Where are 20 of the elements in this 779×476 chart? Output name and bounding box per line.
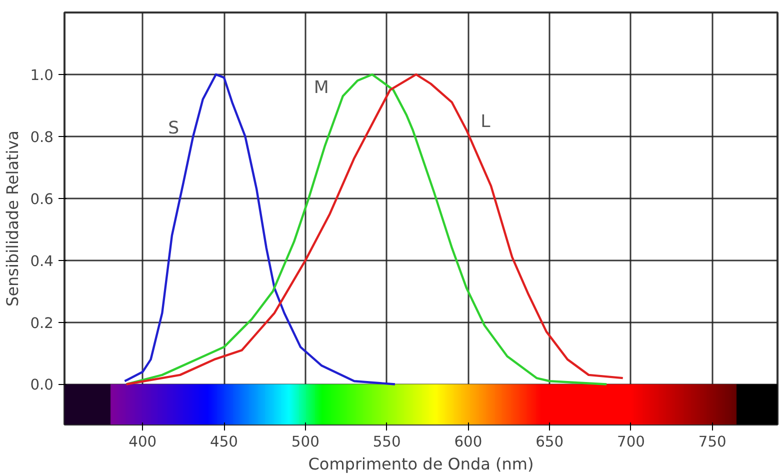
x-tick-label: 400 [128, 434, 157, 450]
line-series [124, 73, 396, 386]
x-tick-label: 650 [536, 434, 564, 450]
x-tick-label: 600 [454, 434, 482, 450]
y-tick-label: 0.2 [30, 314, 54, 332]
x-tick-label: 700 [617, 434, 645, 450]
annotation: M [314, 78, 329, 98]
x-tick-label: 450 [210, 434, 238, 450]
x-tick-label: 750 [698, 434, 726, 450]
y-tick-label: 0.4 [30, 252, 54, 270]
x-tick-label: 500 [291, 434, 320, 450]
y-axis-title: Sensibilidade Relativa [3, 130, 22, 306]
annotation: L [480, 112, 491, 132]
y-tick-label: 0.0 [30, 376, 54, 394]
x-axis-title: Comprimento de Onda (nm) [308, 454, 534, 474]
y-tick-label: 1.0 [30, 66, 54, 84]
y-tick-label: 0.8 [30, 128, 54, 146]
annotation: S [168, 118, 180, 138]
x-tick-label: 550 [372, 434, 401, 450]
y-tick-label: 0.6 [30, 190, 54, 208]
